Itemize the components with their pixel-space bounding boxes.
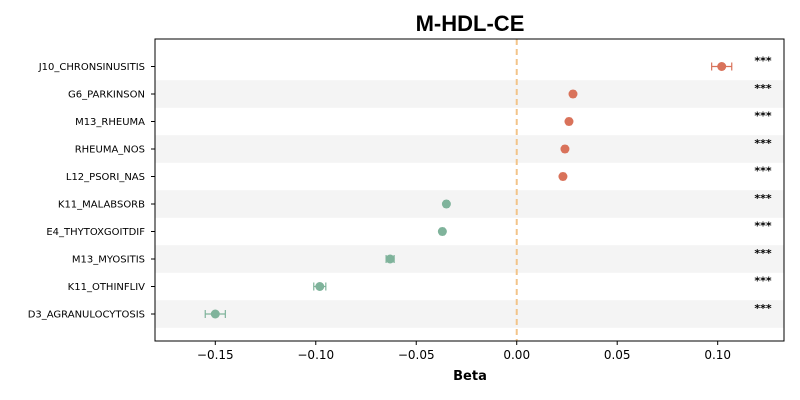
data-point: [385, 254, 395, 264]
significance-label: ***: [754, 275, 772, 288]
y-tick-label: M13_MYOSITIS: [72, 255, 145, 266]
y-tick-label: G6_PARKINSON: [68, 90, 145, 101]
significance-label: ***: [754, 82, 772, 95]
y-tick-label: L12_PSORI_NAS: [66, 172, 145, 183]
x-tick-label: −0.05: [398, 348, 435, 362]
x-tick-label: −0.15: [197, 348, 234, 362]
row-bands: [155, 80, 784, 328]
significance-label: ***: [754, 55, 772, 68]
x-axis-label: Beta: [453, 369, 487, 384]
data-point: [717, 62, 727, 71]
significance-label: ***: [754, 302, 772, 315]
significance-label: ***: [754, 110, 772, 123]
significance-layer: *** *** *** *** *** *** *** *** *** ***: [754, 55, 772, 316]
x-ticks: −0.15 −0.10 −0.05 0.00 0.05 0.10: [197, 341, 731, 362]
significance-label: ***: [754, 137, 772, 150]
significance-label: ***: [754, 192, 772, 205]
significance-label: ***: [754, 220, 772, 233]
axes-frame: [154, 38, 785, 342]
y-tick-label: K11_OTHINFLIV: [68, 282, 145, 293]
data-point: [315, 282, 325, 291]
row-band: [155, 300, 784, 328]
data-point: [568, 89, 578, 99]
row-band: [155, 245, 784, 273]
significance-label: ***: [754, 247, 772, 260]
data-point: [564, 117, 574, 126]
y-ticks: J10_CHRONSINUSITIS G6_PARKINSON M13_RHEUMA…: [28, 62, 155, 321]
row-band: [155, 135, 784, 163]
row-band: [155, 190, 784, 218]
data-point: [210, 309, 220, 319]
x-tick-label: −0.10: [297, 348, 334, 362]
data-point: [441, 199, 451, 209]
y-tick-label: RHEUMA_NOS: [75, 145, 145, 156]
data-point: [558, 172, 568, 181]
data-point: [437, 227, 447, 236]
x-tick-label: 0.10: [704, 348, 731, 362]
y-tick-label: D3_AGRANULOCYTOSIS: [28, 310, 145, 321]
data-point: [560, 144, 570, 154]
row-band: [155, 80, 784, 108]
significance-label: ***: [754, 165, 772, 178]
y-tick-label: J10_CHRONSINUSITIS: [38, 62, 145, 73]
y-tick-label: M13_RHEUMA: [75, 117, 145, 128]
points-layer: [204, 62, 733, 319]
y-tick-label: E4_THYTOXGOITDIF: [46, 227, 145, 238]
chart-title: M-HDL-CE: [416, 11, 525, 36]
y-tick-label: K11_MALABSORB: [58, 200, 145, 211]
x-tick-label: 0.05: [604, 348, 631, 362]
x-tick-label: 0.00: [503, 348, 530, 362]
